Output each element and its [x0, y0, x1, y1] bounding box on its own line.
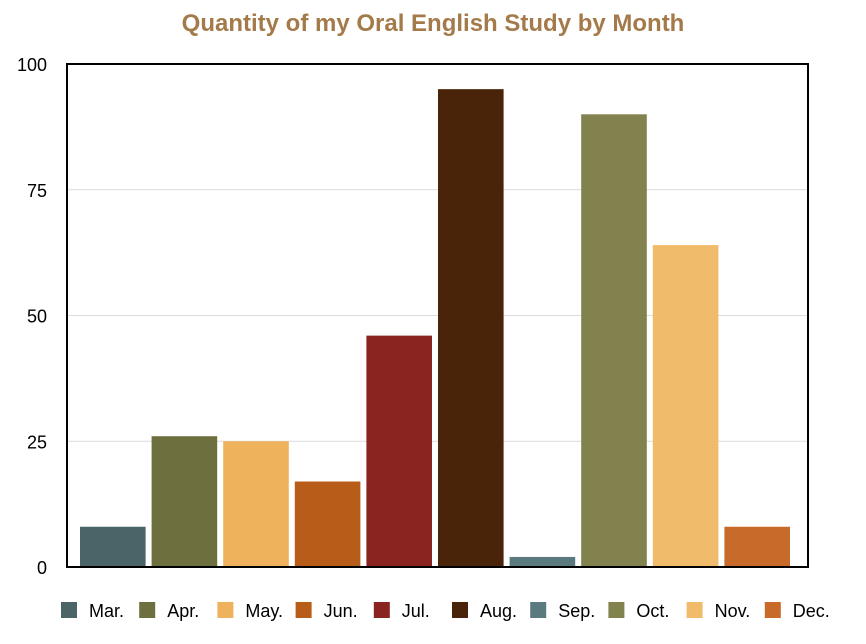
bar-sep	[509, 556, 576, 567]
legend-label: Jul.	[402, 601, 430, 621]
legend-label: May.	[245, 601, 283, 621]
legend-swatch	[452, 602, 468, 618]
legend-swatch	[139, 602, 156, 618]
plot-frame	[66, 63, 809, 568]
legend-swatch	[295, 602, 312, 618]
bar-aug	[438, 89, 504, 568]
y-tick-label: 50	[27, 307, 47, 327]
legend-swatch	[530, 602, 547, 618]
legend-label: Aug.	[480, 601, 517, 621]
chart-title: Quantity of my Oral English Study by Mon…	[181, 10, 685, 37]
legend-label: Oct.	[636, 601, 669, 621]
bar-jul	[366, 335, 432, 567]
y-tick-label: 75	[27, 181, 47, 201]
legend-swatch	[764, 602, 781, 618]
bar-dec	[724, 526, 790, 567]
legend-swatch	[608, 602, 625, 618]
y-tick-label: 25	[27, 432, 47, 452]
legend-swatch	[217, 602, 234, 618]
bar-oct	[581, 114, 647, 568]
legend-label: Apr.	[167, 601, 199, 621]
legend-swatch	[373, 602, 390, 618]
legend-label: Jun.	[324, 601, 358, 621]
legend-label: Mar.	[89, 601, 124, 621]
legend-swatch	[686, 602, 703, 618]
bars	[80, 89, 790, 568]
legend-label: Nov.	[715, 601, 751, 621]
bar-mar	[80, 526, 146, 567]
y-tick-label: 100	[17, 55, 47, 75]
legend: Mar. Apr. May. Jun. Jul. Aug. Sep. Oct. Nov. Dec.	[61, 601, 830, 621]
legend-swatch	[61, 602, 77, 618]
y-axis-ticks: 0 25 50 75 100	[17, 55, 47, 578]
legend-label: Dec.	[793, 601, 830, 621]
bar-jun	[294, 481, 361, 567]
y-tick-label: 0	[37, 558, 47, 578]
bar-nov	[652, 245, 719, 567]
legend-label: Sep.	[558, 601, 595, 621]
bar-apr	[151, 436, 218, 567]
bar-may	[223, 441, 289, 567]
